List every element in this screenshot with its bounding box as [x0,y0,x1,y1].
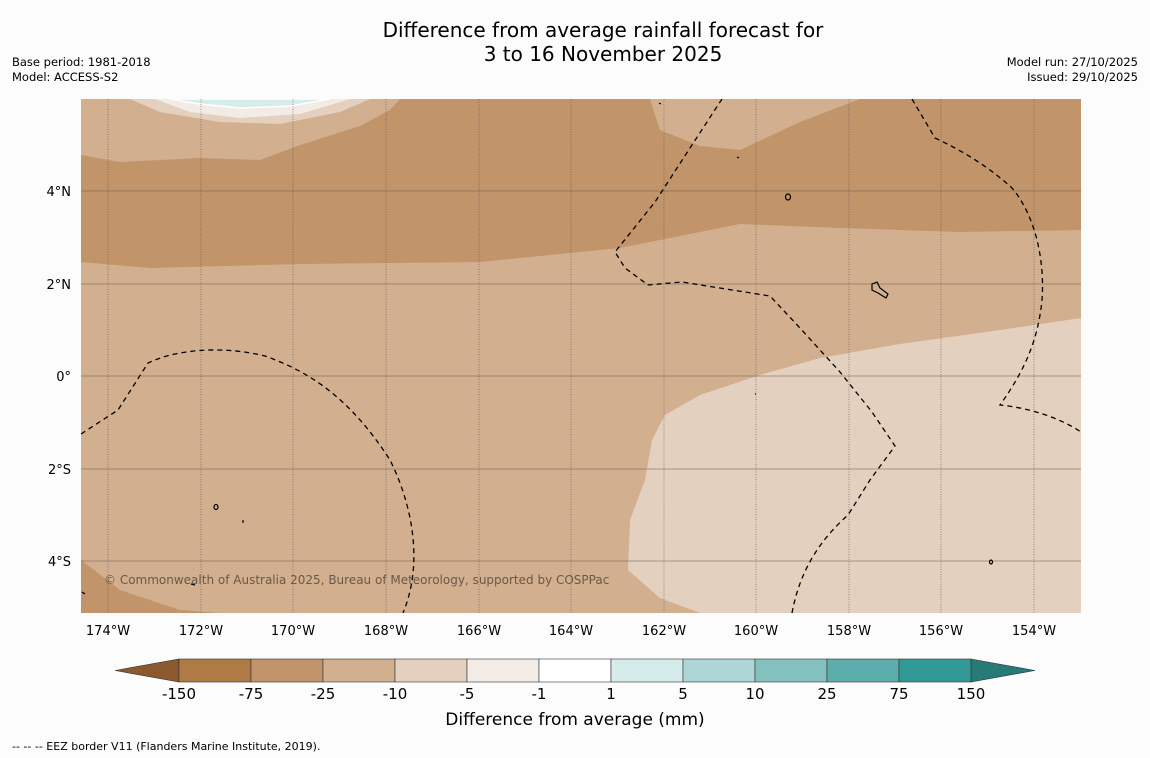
y-tick-label: 4°S [48,555,71,570]
colorbar-segment [250,658,324,683]
colorbar-tick-label: -150 [161,685,197,703]
colorbar [114,658,1036,683]
colorbar-extend-high [970,658,1036,683]
colorbar-segment [322,658,396,683]
colorbar-segment [178,658,252,683]
x-tick-label: 164°W [549,624,593,639]
x-tick-label: 160°W [734,624,778,639]
colorbar-segment [898,658,972,683]
x-tick-label: 166°W [457,624,501,639]
x-tick-label: 168°W [364,624,408,639]
colorbar-segment [538,658,612,683]
colorbar-tick-label: 1 [606,685,616,703]
y-tick-label: 2°S [48,463,71,478]
y-axis: 4°N 2°N 0° 2°S 4°S [47,185,72,570]
longitude-gridlines [107,99,1035,613]
colorbar-tick-label: 10 [745,685,765,703]
meta-left: Base period: 1981-2018 Model: ACCESS-S2 [12,55,151,85]
colorbar-segment [826,658,900,683]
model-name: Model: ACCESS-S2 [12,70,119,84]
copyright-text: © Commonwealth of Australia 2025, Bureau… [104,573,609,587]
y-tick-label: 2°N [47,278,72,293]
colorbar-tick-label: -5 [459,685,475,703]
colorbar-tick-label: 150 [956,685,986,703]
colorbar-tick-label: 25 [817,685,837,703]
band-minus25-patch [650,99,860,150]
colorbar-tick-label: -10 [382,685,408,703]
latitude-gridlines [81,190,1081,562]
colorbar-tick-label: 5 [678,685,688,703]
issued-date: Issued: 29/10/2025 [1027,70,1138,84]
x-tick-label: 156°W [919,624,963,639]
colorbar-label: Difference from average (mm) [445,710,705,730]
x-tick-label: 158°W [827,624,871,639]
colorbar-segment [610,658,684,683]
title-line-2: 3 to 16 November 2025 [483,42,723,66]
band-minus75-sw [81,560,220,613]
x-tick-label: 172°W [179,624,223,639]
x-tick-label: 170°W [271,624,315,639]
x-tick-label: 162°W [642,624,686,639]
x-axis: 174°W 172°W 170°W 168°W 166°W 164°W 162°… [86,624,1056,639]
band-plus1-north [169,99,331,109]
colorbar-extend-low [114,658,180,683]
eez-borders [81,99,1081,613]
colorbar-segment [394,658,468,683]
map-fill-layer [81,99,1081,613]
band-minus75 [81,99,1081,268]
y-tick-label: 4°N [47,185,72,200]
islands [81,102,994,595]
meta-right: Model run: 27/10/2025 Issued: 29/10/2025 [1007,55,1138,85]
title-line-1: Difference from average rainfall forecas… [382,18,824,42]
colorbar-tick-label: 75 [889,685,909,703]
x-tick-label: 174°W [86,624,130,639]
model-run: Model run: 27/10/2025 [1006,55,1138,69]
base-period: Base period: 1981-2018 [12,55,151,69]
colorbar-tick-label: -75 [238,685,264,703]
colorbar-segment [682,658,756,683]
colorbar-tick-label: -25 [310,685,336,703]
footer-eez-note: -- -- -- EEZ border V11 (Flanders Marine… [12,740,321,753]
y-tick-label: 0° [56,370,71,385]
chart-title: Difference from average rainfall forecas… [0,18,1150,66]
band-minus10 [628,318,1081,613]
colorbar-segment [754,658,828,683]
colorbar-tick-label: -1 [531,685,547,703]
colorbar-segment [466,658,540,683]
x-tick-label: 154°W [1012,624,1056,639]
